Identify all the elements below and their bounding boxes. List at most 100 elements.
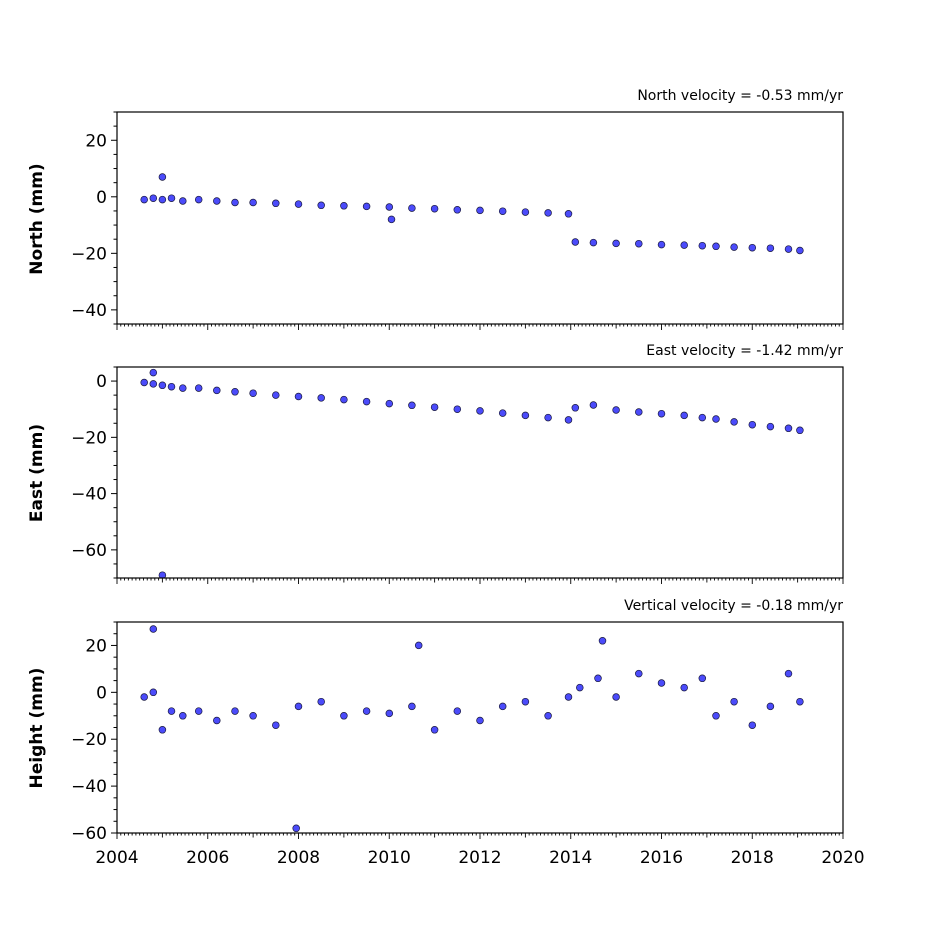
north-data-point	[698, 241, 707, 250]
x-tick-label: 2008	[277, 848, 320, 868]
height-data-point	[748, 721, 757, 729]
x-tick-label: 2014	[549, 848, 592, 868]
height-data-point	[167, 707, 176, 715]
east-y-tick-label: 0	[96, 372, 107, 392]
east-data-point	[453, 405, 462, 413]
north-data-point	[498, 207, 507, 215]
height-data-point	[544, 712, 552, 720]
north-data-point	[158, 195, 167, 204]
north-data-point	[766, 244, 775, 252]
x-tick-label: 2004	[95, 848, 138, 868]
vertical-panel-title: Vertical velocity = -0.18 mm/yr	[624, 598, 843, 614]
east-data-point	[498, 409, 507, 417]
height-y-tick-label: −20	[71, 730, 107, 750]
height-data-point	[594, 674, 602, 683]
height-data-point	[698, 674, 707, 683]
height-data-point	[158, 726, 167, 734]
north-data-point	[430, 204, 439, 213]
height-data-point	[213, 716, 221, 725]
x-tick-label: 2006	[186, 848, 229, 868]
north-data-point	[194, 195, 203, 204]
height-data-point	[635, 669, 643, 678]
east-data-point	[430, 403, 439, 411]
height-data-point	[476, 716, 484, 725]
north-data-point	[362, 202, 371, 211]
east-data-point	[612, 406, 620, 414]
north-y-tick-label: −20	[71, 244, 107, 264]
east-data-point	[179, 384, 187, 392]
height-data-point	[362, 707, 371, 715]
east-data-point	[680, 411, 688, 420]
height-data-point	[657, 679, 666, 687]
height-data-point	[598, 637, 607, 645]
east-data-point	[698, 413, 707, 422]
east-data-point	[362, 397, 371, 406]
east-data-point	[712, 415, 720, 423]
east-data-point	[766, 422, 775, 431]
height-data-point	[612, 693, 620, 701]
east-data-point	[167, 382, 176, 391]
height-data-point	[564, 693, 573, 701]
height-data-point	[385, 709, 394, 718]
height-y-axis-label: Height (mm)	[27, 668, 47, 789]
north-y-axis-label: North (mm)	[27, 163, 47, 274]
east-data-point	[635, 408, 643, 416]
north-data-point	[140, 195, 148, 204]
north-data-point	[564, 210, 573, 218]
east-data-point	[140, 378, 148, 387]
height-data-point	[453, 707, 462, 715]
height-data-point	[340, 712, 348, 720]
east-data-point	[340, 395, 348, 404]
north-data-point	[249, 198, 257, 207]
north-data-point	[231, 198, 239, 207]
height-data-point	[149, 625, 158, 633]
east-data-point	[544, 413, 552, 422]
east-data-point	[730, 418, 738, 426]
height-data-point	[294, 702, 303, 711]
east-data-point	[657, 409, 666, 418]
north-panel-title: North velocity = -0.53 mm/yr	[637, 88, 843, 104]
north-data-point	[317, 201, 325, 210]
north-data-point	[589, 238, 598, 247]
east-data-point	[385, 399, 394, 408]
height-data-point	[179, 712, 187, 720]
east-data-point	[213, 386, 221, 395]
north-points	[140, 173, 804, 255]
east-y-tick-label: −20	[71, 428, 107, 448]
north-data-point	[158, 173, 167, 181]
x-tick-label: 2020	[821, 848, 864, 868]
north-data-point	[294, 200, 303, 208]
east-data-point	[317, 394, 325, 402]
east-points	[140, 368, 804, 578]
east-data-point	[589, 401, 598, 409]
height-data-point	[231, 707, 239, 715]
north-data-point	[571, 238, 580, 246]
north-y-tick-label: −40	[71, 301, 107, 321]
x-tick-label: 2012	[458, 848, 501, 868]
height-data-point	[521, 697, 530, 706]
height-data-point	[498, 702, 507, 711]
east-panel-title: East velocity = -1.42 mm/yr	[646, 343, 843, 359]
east-data-point	[231, 388, 239, 396]
height-data-point	[712, 712, 720, 720]
east-data-point	[748, 420, 757, 429]
north-data-point	[730, 243, 738, 251]
east-data-point	[564, 416, 573, 424]
east-data-point	[149, 380, 158, 388]
north-data-point	[796, 246, 804, 255]
height-data-point	[784, 669, 793, 678]
east-y-tick-label: −40	[71, 485, 107, 505]
height-data-point	[766, 702, 775, 711]
east-data-point	[158, 381, 167, 390]
north-data-point	[712, 242, 720, 251]
axes-layer: 20 0 −20 −40 0 −20 −40 −60 20 0 −20 −40 −60 2004 2006 2…	[71, 111, 865, 868]
north-data-point	[408, 204, 416, 212]
east-data-point	[194, 384, 203, 392]
north-data-point	[748, 243, 757, 252]
height-data-point	[292, 824, 300, 833]
scatter-points-layer	[140, 173, 804, 833]
height-points	[140, 625, 804, 833]
east-data-point	[571, 404, 580, 412]
height-data-point	[272, 721, 280, 729]
